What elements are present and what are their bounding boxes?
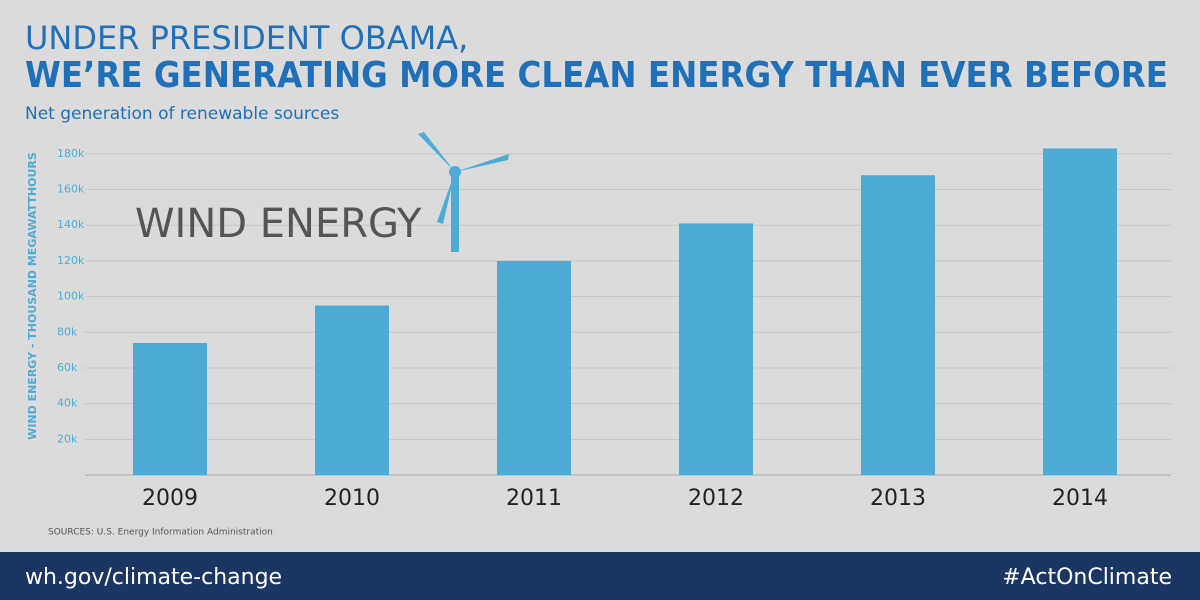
- y-axis-label: WIND ENERGY - THOUSAND MEGAWATTHOURS: [26, 152, 39, 440]
- x-tick-label: 2013: [870, 486, 926, 511]
- x-tick-label: 2010: [324, 486, 380, 511]
- subtitle: Net generation of renewable sources: [25, 104, 339, 124]
- annotation: WIND ENERGY: [135, 201, 422, 247]
- bar: [133, 342, 207, 475]
- y-tick-label: 100k: [57, 290, 85, 303]
- title-line-1: UNDER PRESIDENT OBAMA,: [25, 19, 468, 57]
- y-tick-label: 140k: [57, 218, 85, 231]
- y-tick-label: 20k: [57, 432, 78, 445]
- y-tick-label: 80k: [57, 325, 78, 338]
- bar: [1043, 148, 1117, 475]
- y-tick-label: 120k: [57, 254, 85, 267]
- bar: [315, 305, 389, 475]
- bar: [497, 260, 571, 475]
- y-tick-label: 180k: [57, 147, 85, 160]
- footer-link: wh.gov/climate-change: [25, 565, 282, 590]
- y-tick-label: 60k: [57, 361, 78, 374]
- source: SOURCES: U.S. Energy Information Adminis…: [48, 528, 273, 538]
- y-tick-label: 40k: [57, 397, 78, 410]
- footer-bar: [0, 552, 1200, 600]
- turbine-icon: [418, 132, 509, 252]
- footer-hashtag: #ActOnClimate: [1002, 565, 1172, 590]
- x-tick-label: 2014: [1052, 486, 1108, 511]
- title-line-2: WE’RE GENERATING MORE CLEAN ENERGY THAN …: [25, 55, 1168, 96]
- x-tick-label: 2011: [506, 486, 562, 511]
- x-tick-label: 2012: [688, 486, 744, 511]
- y-tick-label: 160k: [57, 183, 85, 196]
- bar: [679, 223, 753, 475]
- x-tick-label: 2009: [142, 486, 198, 511]
- bar: [861, 175, 935, 475]
